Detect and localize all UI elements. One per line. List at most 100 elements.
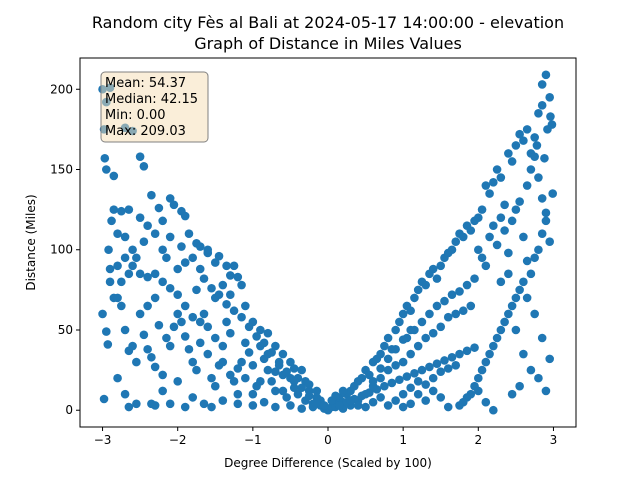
data-point: [387, 378, 397, 388]
data-point: [132, 253, 141, 263]
data-point: [192, 365, 201, 375]
data-point: [496, 213, 506, 222]
data-point: [188, 357, 198, 367]
data-point: [447, 245, 457, 255]
data-point: [391, 344, 400, 354]
data-point: [282, 367, 291, 377]
data-point: [436, 367, 446, 377]
data-point: [256, 377, 265, 386]
data-point: [102, 165, 111, 174]
data-point: [410, 369, 419, 378]
data-point: [124, 269, 134, 279]
data-point: [507, 301, 517, 311]
data-point: [474, 373, 483, 383]
data-point: [259, 338, 269, 348]
data-point: [188, 393, 198, 402]
data-point: [496, 277, 506, 287]
data-point: [173, 264, 182, 274]
data-point: [278, 349, 288, 359]
data-point: [124, 402, 134, 412]
data-point: [353, 401, 363, 410]
data-point: [395, 317, 404, 327]
data-point: [428, 264, 438, 274]
data-point: [120, 325, 130, 335]
data-point: [107, 216, 116, 226]
data-point: [304, 391, 314, 401]
data-point: [207, 283, 216, 293]
data-point: [286, 357, 295, 367]
data-point: [492, 333, 502, 343]
data-point: [474, 213, 483, 222]
data-point: [380, 381, 389, 391]
data-point: [541, 216, 551, 226]
data-point: [522, 293, 532, 303]
data-point: [541, 208, 551, 218]
data-point: [376, 364, 385, 373]
data-point: [376, 349, 385, 359]
data-point: [210, 381, 220, 391]
data-point: [474, 245, 483, 255]
data-point: [158, 216, 167, 226]
data-point: [195, 264, 205, 274]
points-layer: [98, 70, 557, 415]
x-axis-label: Degree Difference (Scaled by 100): [224, 456, 432, 470]
data-point: [104, 245, 113, 255]
data-point: [173, 377, 182, 386]
data-point: [199, 399, 209, 409]
data-point: [109, 205, 119, 214]
data-point: [158, 277, 167, 287]
chart-subtitle: Graph of Distance in Miles Values: [194, 34, 462, 53]
data-point: [511, 141, 521, 150]
data-point: [537, 229, 547, 238]
data-point: [470, 343, 479, 352]
data-point: [383, 365, 393, 375]
data-point: [530, 309, 539, 319]
x-tick-label: 2: [474, 433, 482, 447]
data-point: [143, 272, 152, 282]
data-point: [256, 325, 265, 335]
data-point: [297, 365, 307, 375]
data-point: [477, 365, 487, 375]
data-point: [534, 373, 543, 383]
data-point: [218, 357, 228, 367]
data-point: [383, 401, 393, 410]
data-point: [150, 401, 160, 410]
data-point: [229, 261, 239, 271]
data-point: [188, 253, 198, 263]
data-point: [368, 397, 378, 407]
x-tick-label: −1: [244, 433, 262, 447]
data-point: [226, 271, 235, 280]
data-point: [534, 109, 543, 118]
data-point: [304, 380, 314, 389]
data-point: [158, 245, 167, 255]
data-point: [485, 189, 494, 198]
data-point: [319, 401, 329, 410]
data-point: [398, 389, 408, 399]
y-tick-label: 50: [58, 323, 73, 337]
data-point: [113, 229, 122, 238]
data-point: [519, 277, 528, 287]
data-point: [158, 370, 167, 380]
data-point: [515, 285, 524, 295]
data-point: [519, 349, 528, 359]
data-point: [455, 349, 464, 359]
data-point: [432, 359, 442, 368]
data-point: [117, 301, 126, 311]
x-tick-label: −3: [94, 433, 112, 447]
data-point: [507, 157, 517, 166]
data-point: [124, 205, 134, 214]
data-point: [150, 229, 160, 238]
data-point: [105, 264, 115, 274]
data-point: [120, 253, 130, 263]
data-point: [413, 341, 423, 351]
data-point: [507, 216, 517, 226]
data-point: [150, 293, 160, 303]
data-point: [286, 401, 295, 410]
data-point: [376, 393, 385, 402]
data-point: [274, 360, 284, 370]
data-point: [207, 402, 216, 412]
data-point: [135, 269, 145, 279]
data-point: [515, 197, 524, 206]
data-point: [154, 203, 164, 213]
data-point: [233, 272, 243, 282]
